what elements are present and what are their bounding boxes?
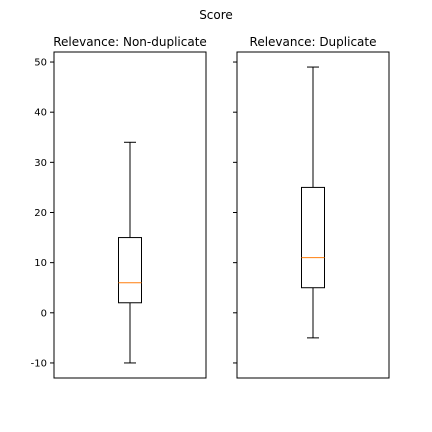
y-tick-label: 10 xyxy=(34,258,47,269)
y-tick-label: 50 xyxy=(34,58,47,69)
y-axis-right-ticks xyxy=(233,61,237,364)
boxplot-non-duplicate xyxy=(118,141,142,364)
y-tick-label: 30 xyxy=(34,158,47,169)
panel-title-duplicate: Relevance: Duplicate xyxy=(250,35,377,49)
boxplot-duplicate xyxy=(301,66,325,339)
panel-title-non-duplicate: Relevance: Non-duplicate xyxy=(53,35,207,49)
y-tick-label: 20 xyxy=(34,208,47,219)
y-tick-label: 0 xyxy=(41,308,47,319)
iqr-box xyxy=(118,237,142,304)
axes-frame-non-duplicate xyxy=(53,51,207,379)
panel-duplicate: Relevance: Duplicate xyxy=(233,35,390,379)
y-tick-label: 40 xyxy=(34,108,47,119)
iqr-box xyxy=(301,186,325,289)
y-axis-left: -10 0 10 20 30 40 50 xyxy=(31,58,54,369)
panel-non-duplicate: Relevance: Non-duplicate -10 0 10 20 30 40 50 xyxy=(31,35,207,379)
axes-frame-duplicate xyxy=(236,51,390,379)
figure-title: Score xyxy=(199,8,233,22)
y-tick-label: -10 xyxy=(31,358,47,369)
